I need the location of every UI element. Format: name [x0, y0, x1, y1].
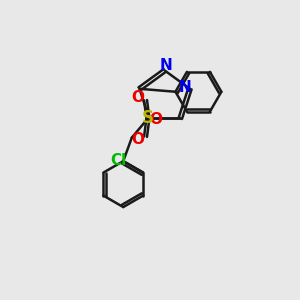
Text: O: O — [131, 132, 144, 147]
Text: N: N — [160, 58, 172, 73]
Text: S: S — [142, 110, 154, 128]
Text: N: N — [178, 80, 191, 95]
Text: O: O — [131, 90, 144, 105]
Text: Cl: Cl — [111, 153, 127, 168]
Text: O: O — [149, 112, 162, 128]
